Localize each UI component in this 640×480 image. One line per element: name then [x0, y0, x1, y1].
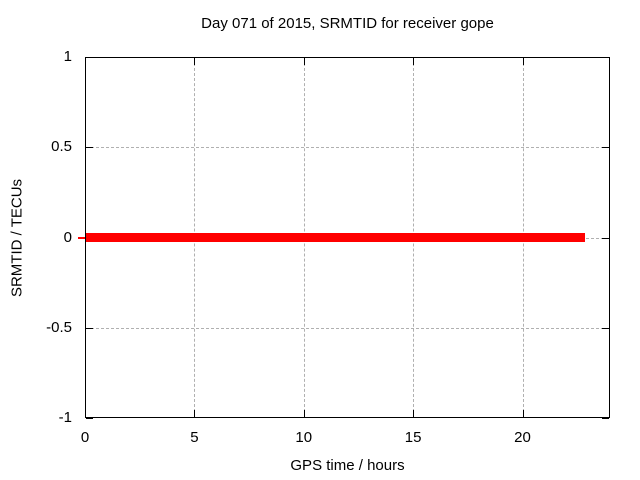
y-tick-mark	[602, 57, 609, 58]
y-gridline	[86, 147, 609, 149]
chart-title: Day 071 of 2015, SRMTID for receiver gop…	[201, 15, 494, 32]
data-line-srmtid	[85, 233, 585, 242]
x-tick-mark	[85, 58, 86, 65]
y-tick-label: -1	[58, 409, 72, 426]
x-tick-label: 10	[295, 429, 313, 446]
x-tick-mark	[303, 58, 305, 65]
y-tick-mark	[602, 237, 609, 239]
y-tick-mark	[86, 147, 93, 149]
y-tick-mark	[86, 418, 93, 419]
x-tick-label: 5	[190, 429, 199, 446]
x-tick-mark	[194, 410, 196, 417]
data-line-left-cap	[78, 236, 85, 239]
x-tick-mark	[522, 410, 524, 417]
y-tick-label: 0.5	[51, 138, 72, 156]
x-tick-label: 20	[514, 429, 531, 446]
y-tick-mark	[86, 57, 93, 58]
x-tick-mark	[522, 58, 524, 65]
x-tick-label: 15	[404, 429, 422, 446]
x-axis-label: GPS time / hours	[290, 457, 405, 474]
x-tick-mark	[194, 58, 196, 65]
x-tick-mark	[413, 410, 415, 417]
y-gridline	[86, 327, 609, 329]
x-tick-mark	[303, 410, 305, 417]
y-tick-label: -0.5	[46, 318, 72, 336]
x-tick-mark	[413, 58, 415, 65]
y-tick-mark	[86, 327, 93, 329]
y-tick-mark	[602, 327, 609, 329]
y-tick-label: 1	[63, 48, 72, 65]
x-tick-mark	[85, 410, 86, 417]
y-tick-mark	[602, 147, 609, 149]
y-tick-mark	[602, 418, 609, 419]
x-tick-label: 0	[80, 429, 90, 446]
y-tick-label: 0	[63, 228, 72, 246]
